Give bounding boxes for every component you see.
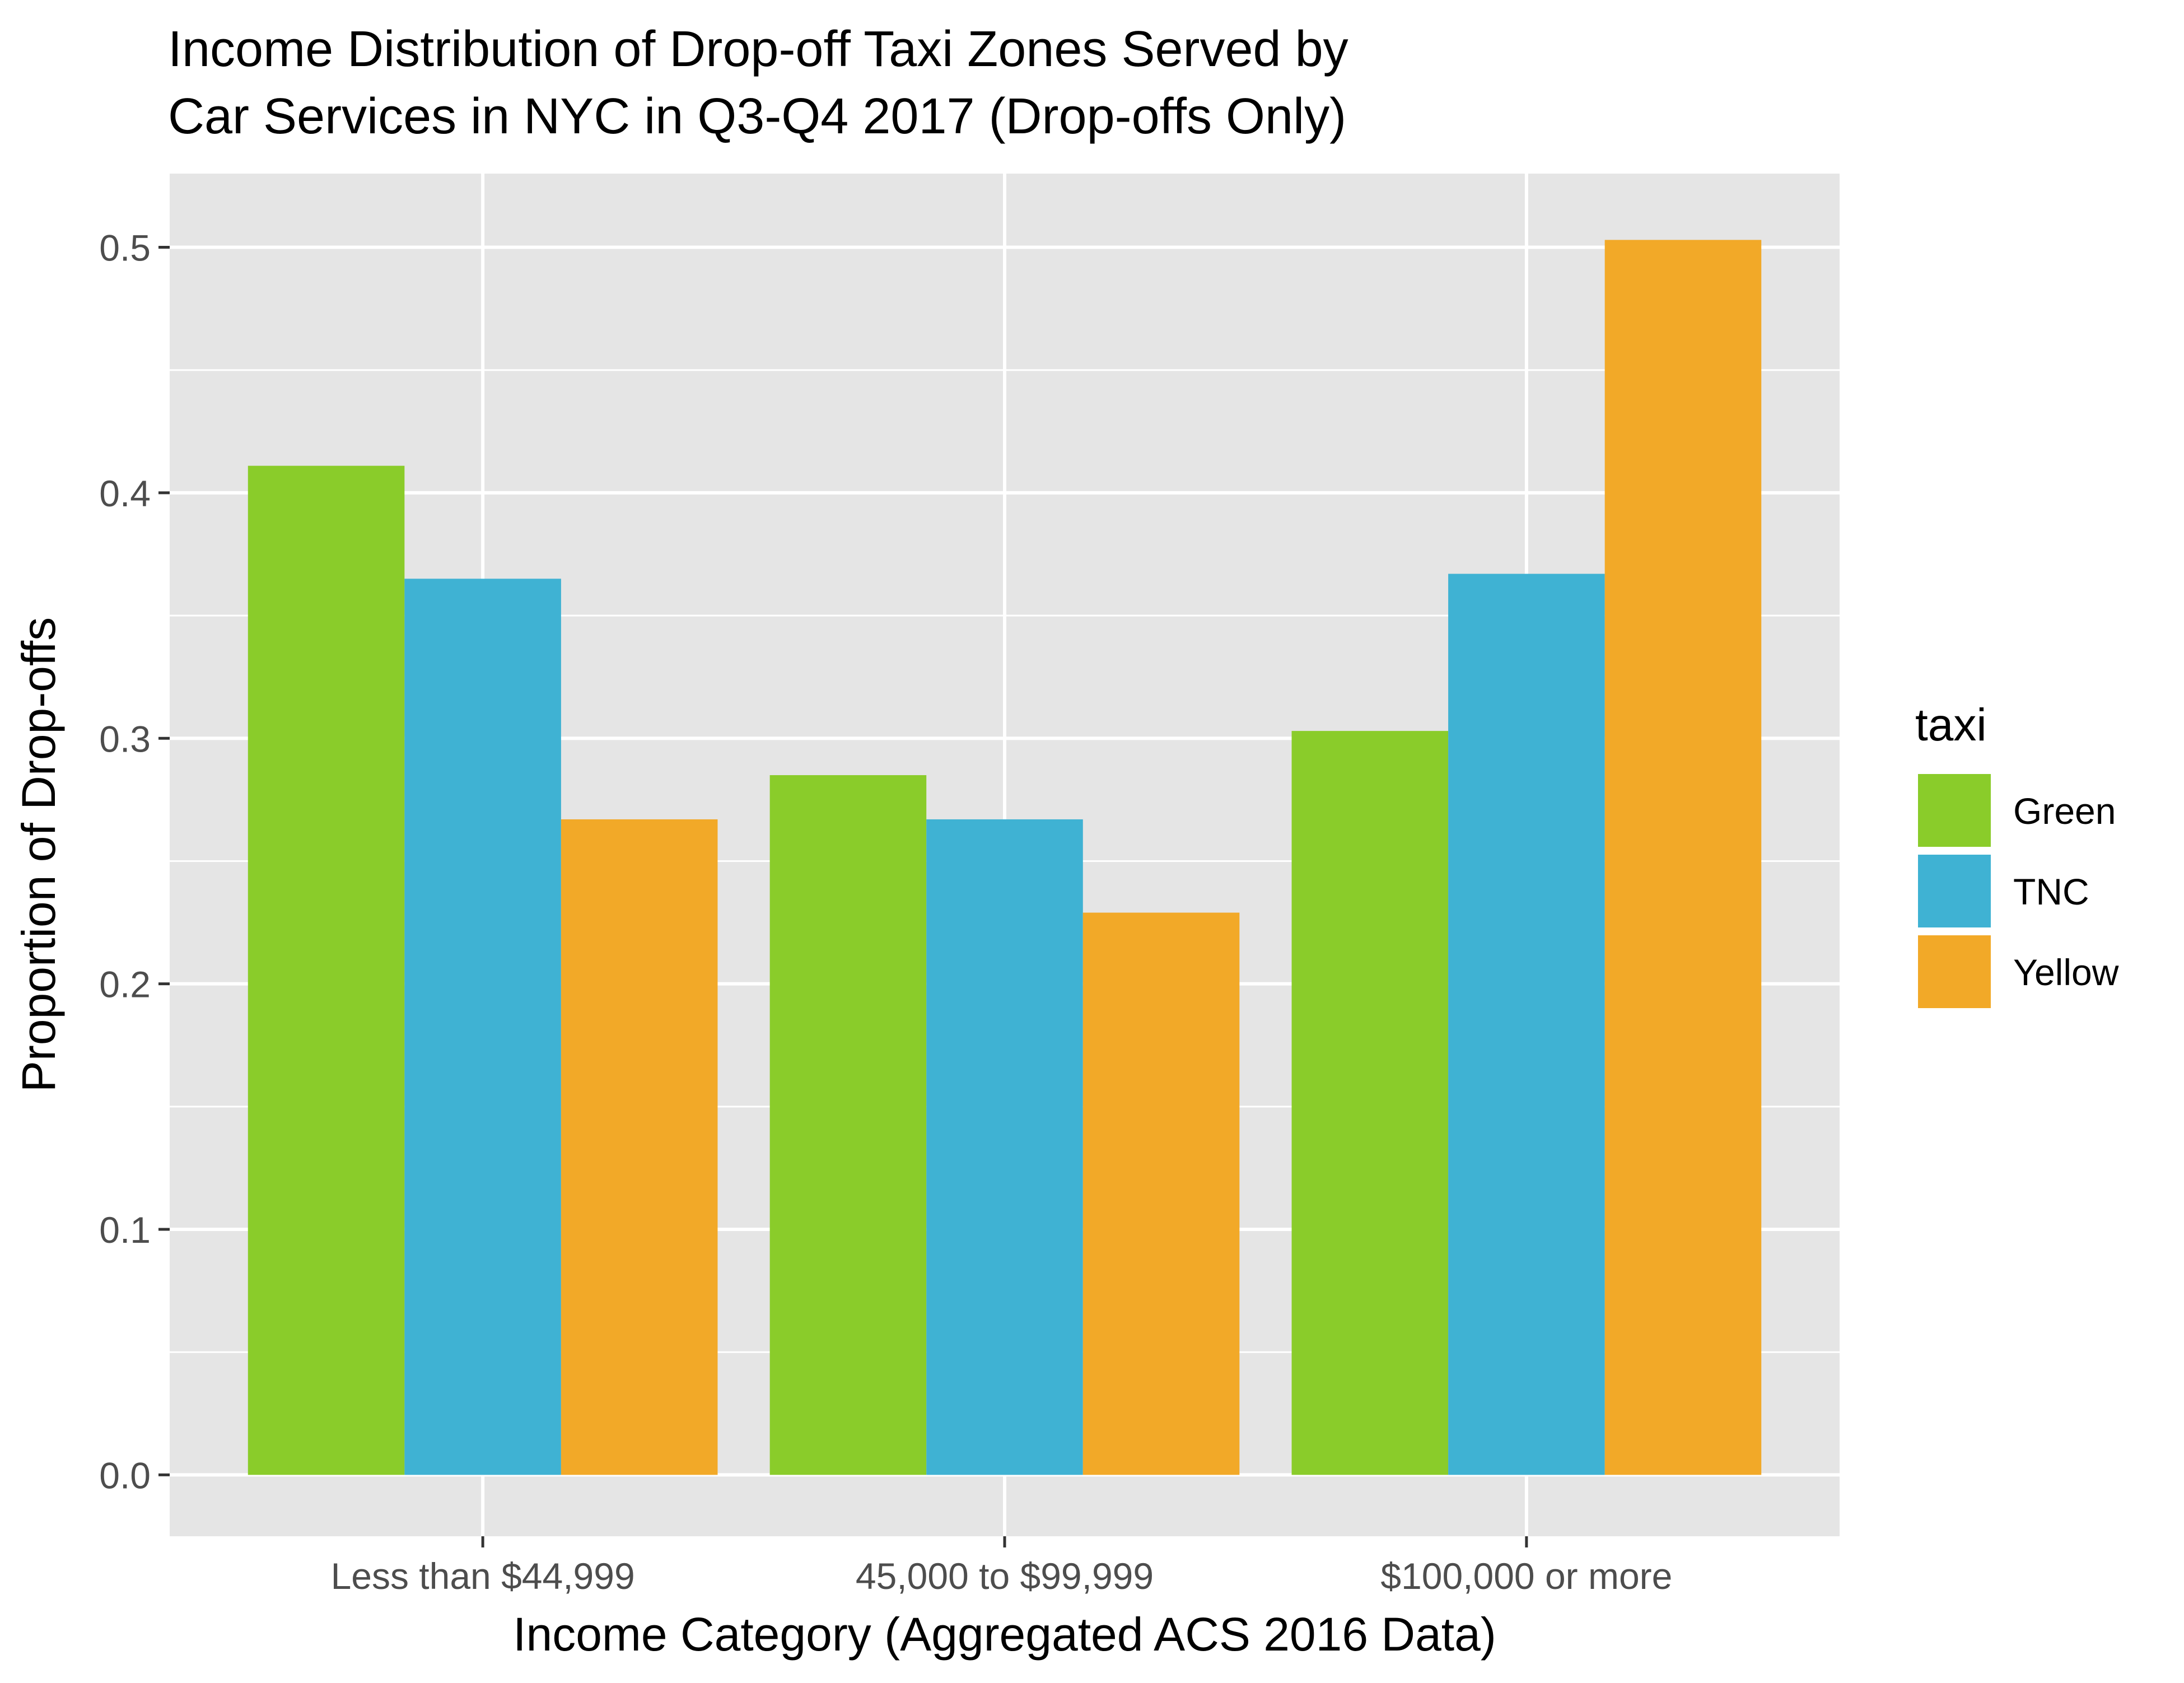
legend: taxi Green TNC Yellow [1915,700,2119,1008]
y-tick-label: 0.0 [99,1454,151,1496]
bars [248,240,1762,1475]
bar-tnc-1 [404,579,561,1475]
bar-green-2 [769,775,927,1475]
y-tick-label: 0.1 [99,1209,151,1251]
x-axis: Less than $44,999 45,000 to $99,999 $100,0… [331,1536,1672,1597]
legend-key-yellow [1918,935,1991,1008]
legend-label-tnc: TNC [2013,871,2089,912]
x-tick-label: 45,000 to $99,999 [856,1555,1154,1597]
y-axis-title: Proportion of Drop-offs [12,617,65,1092]
bar-yellow-1 [561,819,718,1475]
legend-title: taxi [1915,700,1987,750]
bar-green-1 [248,465,405,1475]
legend-key-green [1918,774,1991,847]
bar-tnc-3 [1448,574,1605,1475]
x-tick-label: Less than $44,999 [331,1555,635,1597]
chart-title-line-1: Income Distribution of Drop-off Taxi Zon… [168,21,1348,77]
chart-title: Income Distribution of Drop-off Taxi Zon… [168,21,1348,144]
chart-title-line-2: Car Services in NYC in Q3-Q4 2017 (Drop-… [168,88,1346,144]
bar-yellow-2 [1082,912,1240,1475]
bar-green-3 [1291,731,1449,1475]
legend-label-green: Green [2013,790,2116,832]
legend-key-tnc [1918,855,1991,927]
y-axis: 0.0 0.1 0.2 0.3 0.4 0.5 [99,227,170,1496]
bar-tnc-2 [926,819,1083,1475]
y-tick-label: 0.5 [99,227,151,269]
y-tick-label: 0.4 [99,473,151,514]
legend-label-yellow: Yellow [2013,952,2119,993]
x-tick-label: $100,000 or more [1380,1555,1672,1597]
y-tick-label: 0.2 [99,964,151,1005]
y-tick-label: 0.3 [99,718,151,759]
bar-yellow-3 [1604,240,1762,1475]
x-axis-title: Income Category (Aggregated ACS 2016 Dat… [513,1608,1496,1661]
